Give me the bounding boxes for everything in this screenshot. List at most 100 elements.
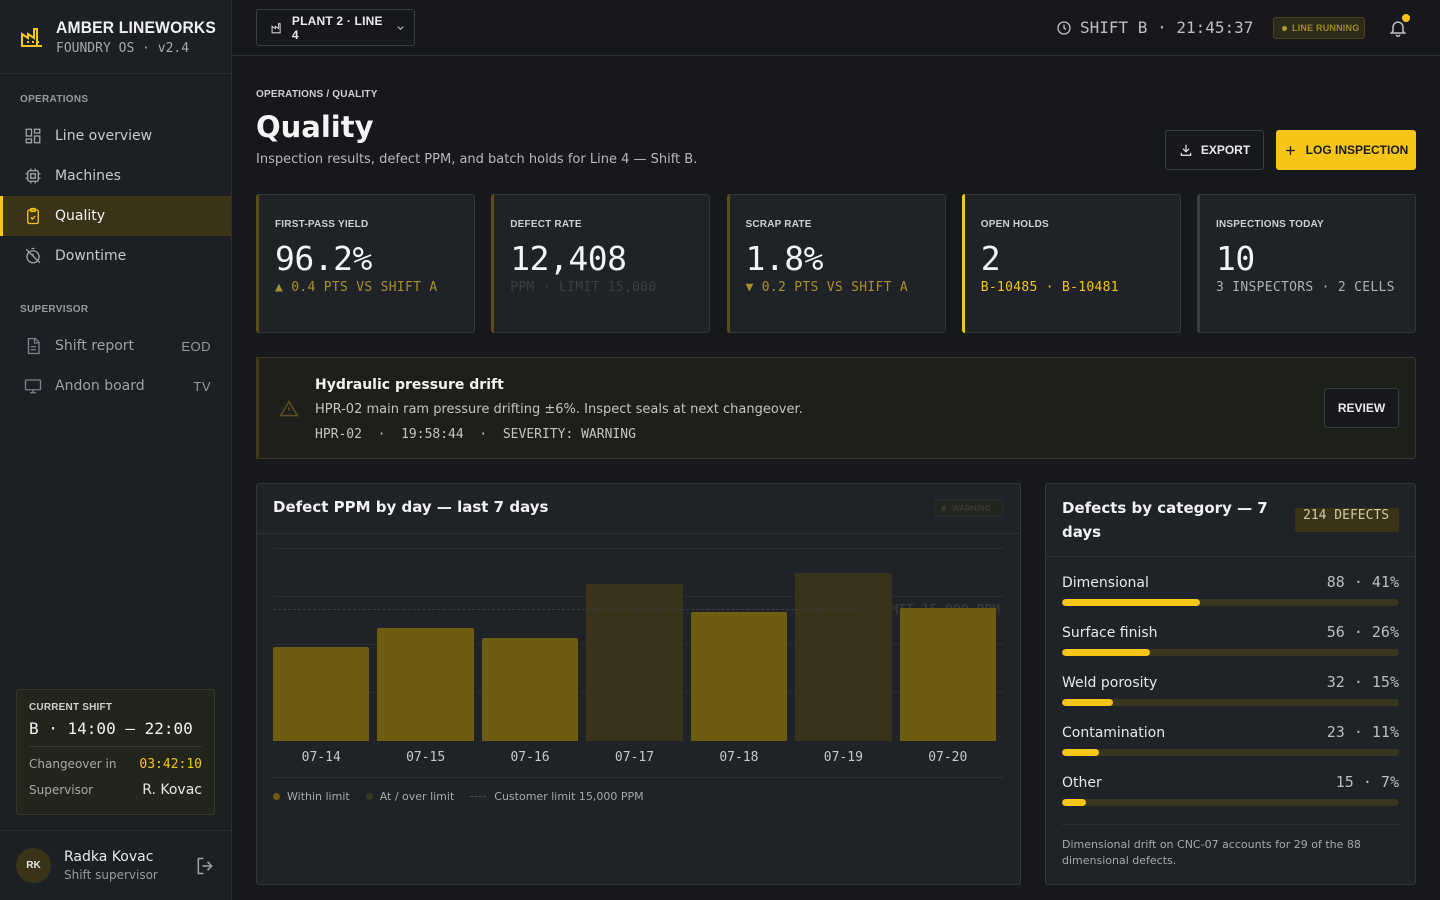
x-tick-label: 07-18 bbox=[719, 750, 759, 765]
clock-icon bbox=[1057, 20, 1071, 35]
factory-icon bbox=[271, 22, 281, 33]
category-bar-track bbox=[1062, 749, 1399, 756]
supervisor-name: R. Kovac bbox=[142, 782, 202, 798]
bar[interactable] bbox=[481, 638, 579, 741]
category-row: Surface finish 56 · 26% bbox=[1062, 623, 1399, 656]
warning-chip-label: WARNING bbox=[952, 503, 991, 513]
alert-meta: HPR-02 · 19:58:44 · SEVERITY: WARNING bbox=[315, 427, 636, 442]
kpi-value: 96.2% bbox=[275, 239, 372, 278]
category-value: 23 · 11% bbox=[1326, 723, 1399, 741]
review-button[interactable]: REVIEW bbox=[1324, 388, 1399, 428]
category-bar-track bbox=[1062, 799, 1399, 806]
supervisor-label: Supervisor bbox=[29, 783, 94, 797]
category-row: Weld porosity 32 · 15% bbox=[1062, 673, 1399, 706]
alert-banner: Hydraulic pressure drift HPR-02 main ram… bbox=[256, 357, 1416, 459]
changeover-countdown: 03:42:10 bbox=[139, 756, 202, 772]
current-shift-card: CURRENT SHIFT B · 14:00 – 22:00 Changeov… bbox=[16, 689, 215, 815]
chart-title: Defect PPM by day — last 7 days bbox=[273, 498, 549, 516]
kpi-hold-ids[interactable]: B-10485 · B-10481 bbox=[980, 280, 1119, 295]
breadcrumb: OPERATIONS / QUALITY bbox=[256, 89, 378, 100]
sidebar-item-quality[interactable]: Quality bbox=[0, 196, 231, 236]
supervisor-row: Supervisor R. Kovac bbox=[29, 777, 202, 803]
nav-section-supervisor: SUPERVISOR bbox=[20, 304, 89, 315]
topbar: PLANT 2 · LINE 4 SHIFT B · 21:45:37 LINE… bbox=[232, 0, 1440, 56]
legend-over: At / over limit bbox=[365, 790, 455, 803]
legend-limit: Customer limit 15,000 PPM bbox=[470, 790, 644, 803]
changeover-row: Changeover in 03:42:10 bbox=[29, 751, 202, 777]
line-status-text: LINE RUNNING bbox=[1292, 23, 1360, 33]
kpi-sub: 3 INSPECTORS · 2 CELLS bbox=[1216, 280, 1395, 295]
sidebar-item-label: Quality bbox=[55, 208, 106, 224]
kpi-open-holds: OPEN HOLDS 2 B-10485 · B-10481 bbox=[961, 194, 1181, 333]
x-axis-line bbox=[273, 777, 1004, 778]
kpi-delta: ▼ 0.2 PTS VS SHIFT A bbox=[745, 280, 909, 295]
bar[interactable] bbox=[899, 608, 996, 741]
export-button[interactable]: EXPORT bbox=[1165, 130, 1264, 170]
category-bar-fill bbox=[1062, 599, 1201, 606]
alert-title: Hydraulic pressure drift bbox=[315, 377, 504, 393]
sidebar-item-label: Shift report bbox=[55, 338, 135, 354]
bar[interactable] bbox=[690, 611, 788, 741]
kpi-label: DEFECT RATE bbox=[510, 219, 582, 230]
sidebar-item-shift-report[interactable]: Shift report EOD bbox=[0, 326, 231, 366]
user-profile: RK Radka Kovac Shift supervisor bbox=[0, 830, 231, 900]
legend-label: At / over limit bbox=[379, 790, 455, 803]
bar[interactable] bbox=[273, 646, 370, 741]
kpi-scrap-rate: SCRAP RATE 1.8% ▼ 0.2 PTS VS SHIFT A bbox=[726, 194, 946, 333]
nav-section-operations: OPERATIONS bbox=[20, 94, 89, 105]
category-name: Contamination bbox=[1062, 725, 1166, 741]
legend-dash bbox=[470, 796, 487, 797]
legend-label: Within limit bbox=[287, 790, 350, 803]
page-title: Quality bbox=[256, 110, 374, 144]
sidebar-item-machines[interactable]: Machines bbox=[0, 156, 231, 196]
plus-icon bbox=[1285, 145, 1295, 155]
kpi-defect-rate: DEFECT RATE 12,408 PPM · LIMIT 15,000 bbox=[491, 194, 711, 333]
sidebar-item-line-overview[interactable]: Line overview bbox=[0, 116, 231, 156]
x-tick-label: 07-14 bbox=[301, 750, 341, 765]
legend-label: Customer limit 15,000 PPM bbox=[494, 790, 644, 803]
kpi-value: 12,408 bbox=[510, 239, 627, 278]
export-label: EXPORT bbox=[1200, 143, 1251, 157]
sidebar: AMBER LINEWORKS FOUNDRY OS · v2.4 OPERAT… bbox=[0, 0, 232, 900]
warning-icon bbox=[279, 400, 299, 417]
sidebar-item-andon-board[interactable]: Andon board TV bbox=[0, 366, 231, 406]
category-name: Dimensional bbox=[1062, 575, 1149, 591]
sidebar-item-downtime[interactable]: Downtime bbox=[0, 236, 231, 276]
shift-clock: SHIFT B · 21:45:37 bbox=[1056, 18, 1253, 37]
logout-icon[interactable] bbox=[195, 856, 215, 876]
category-bar-fill bbox=[1062, 799, 1086, 806]
category-bar-fill bbox=[1062, 749, 1100, 756]
factory-icon bbox=[21, 27, 42, 47]
monitor-icon bbox=[24, 379, 42, 394]
chip-icon bbox=[25, 168, 41, 184]
category-bar-fill bbox=[1062, 649, 1150, 656]
x-tick-label: 07-19 bbox=[823, 750, 863, 765]
bar[interactable] bbox=[586, 583, 683, 741]
gridline bbox=[273, 548, 1004, 549]
category-name: Other bbox=[1062, 775, 1102, 791]
user-name: Radka Kovac bbox=[64, 849, 154, 865]
kpi-label: SCRAP RATE bbox=[745, 219, 812, 230]
status-dot bbox=[1282, 25, 1287, 31]
warning-chip-dot bbox=[941, 505, 946, 511]
bar[interactable] bbox=[377, 627, 474, 741]
sidebar-item-tag: TV bbox=[193, 378, 211, 394]
legend-within: Within limit bbox=[273, 790, 350, 803]
category-value: 88 · 41% bbox=[1326, 573, 1399, 591]
category-bar-track bbox=[1062, 699, 1399, 706]
plant-line-selector[interactable]: PLANT 2 · LINE 4 bbox=[256, 9, 415, 46]
page-subtitle: Inspection results, defect PPM, and batc… bbox=[256, 152, 698, 167]
log-inspection-button[interactable]: LOG INSPECTION bbox=[1276, 130, 1416, 170]
notifications-button[interactable] bbox=[1388, 14, 1410, 39]
bell-icon bbox=[1389, 21, 1407, 38]
kpi-inspections-today: INSPECTIONS TODAY 10 3 INSPECTORS · 2 CE… bbox=[1197, 194, 1416, 333]
kpi-value: 1.8% bbox=[745, 239, 824, 278]
defect-ppm-bar-chart: LIMIT 15,000 PPM 07-1407-1507-1607-1707-… bbox=[273, 548, 1004, 777]
brand: AMBER LINEWORKS FOUNDRY OS · v2.4 bbox=[0, 0, 231, 74]
bar[interactable] bbox=[795, 573, 892, 741]
kpi-label: FIRST-PASS YIELD bbox=[275, 219, 369, 230]
alert-description: HPR-02 main ram pressure drifting ±6%. I… bbox=[315, 402, 803, 417]
category-row: Other 15 · 7% bbox=[1062, 773, 1399, 806]
main-content: PLANT 2 · LINE 4 SHIFT B · 21:45:37 LINE… bbox=[232, 0, 1440, 900]
chart-card-header: Defect PPM by day — last 7 days WARNING bbox=[257, 484, 1020, 534]
